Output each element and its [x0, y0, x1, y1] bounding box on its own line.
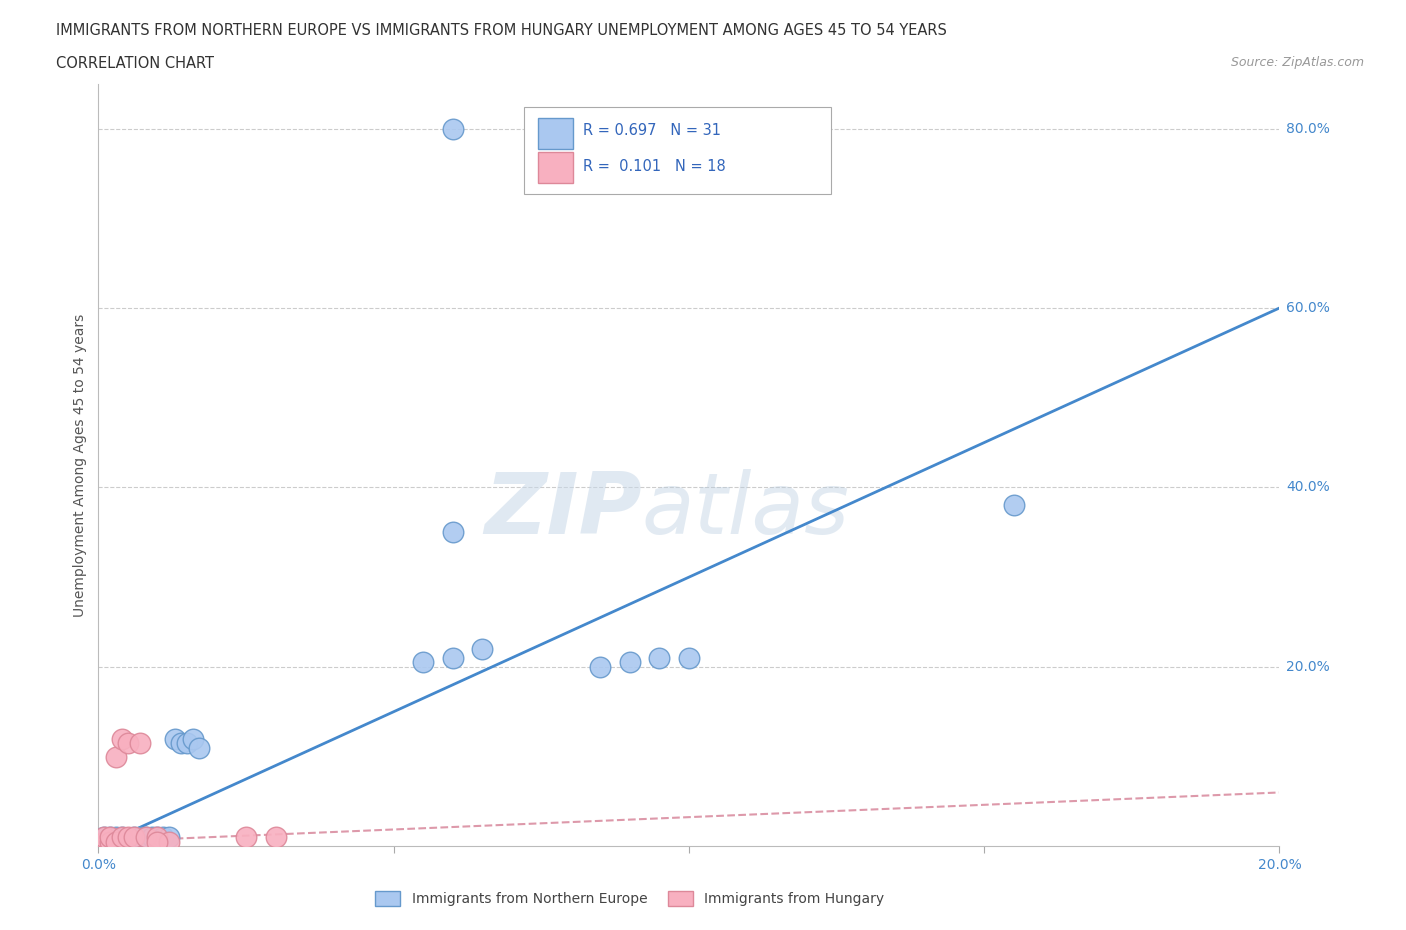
Point — [93, 830, 115, 844]
Point — [98, 830, 121, 844]
Text: IMMIGRANTS FROM NORTHERN EUROPE VS IMMIGRANTS FROM HUNGARY UNEMPLOYMENT AMONG AG: IMMIGRANTS FROM NORTHERN EUROPE VS IMMIG… — [56, 23, 948, 38]
Y-axis label: Unemployment Among Ages 45 to 54 years: Unemployment Among Ages 45 to 54 years — [73, 313, 87, 617]
Point — [170, 736, 193, 751]
Text: CORRELATION CHART: CORRELATION CHART — [56, 56, 214, 71]
Point — [117, 834, 139, 849]
Text: ZIP: ZIP — [484, 470, 641, 552]
Point — [648, 650, 671, 665]
Point — [105, 830, 128, 844]
Point — [441, 121, 464, 136]
Text: R = 0.697   N = 31: R = 0.697 N = 31 — [582, 124, 721, 139]
Point — [135, 830, 157, 844]
Point — [128, 736, 150, 751]
Point — [122, 830, 145, 844]
Point — [176, 736, 198, 751]
Point — [157, 830, 180, 844]
Point — [111, 834, 134, 849]
Point — [98, 830, 121, 844]
Point — [264, 830, 287, 844]
Point — [619, 655, 641, 670]
Point — [117, 736, 139, 751]
Point — [105, 750, 128, 764]
Point — [441, 525, 464, 539]
Point — [111, 830, 134, 844]
Text: Source: ZipAtlas.com: Source: ZipAtlas.com — [1230, 56, 1364, 69]
Point — [412, 655, 434, 670]
Point — [105, 834, 128, 849]
Point — [678, 650, 700, 665]
Point — [152, 830, 174, 844]
Point — [141, 830, 163, 844]
Point — [117, 830, 139, 844]
Point — [105, 834, 128, 849]
Point — [128, 830, 150, 844]
Point — [93, 834, 115, 849]
Point — [165, 731, 187, 746]
Point — [441, 650, 464, 665]
Point — [111, 731, 134, 746]
Bar — [537, 118, 574, 149]
Point — [181, 731, 204, 746]
Point — [146, 834, 169, 849]
Point — [146, 830, 169, 844]
Text: 60.0%: 60.0% — [1286, 301, 1330, 315]
Point — [471, 642, 494, 657]
Point — [146, 830, 169, 844]
Text: 40.0%: 40.0% — [1286, 481, 1330, 495]
Bar — [537, 153, 574, 183]
Point — [93, 834, 115, 849]
Point — [135, 830, 157, 844]
Text: 80.0%: 80.0% — [1286, 122, 1330, 136]
Point — [122, 830, 145, 844]
Bar — [523, 107, 831, 194]
Point — [187, 740, 209, 755]
Point — [98, 834, 121, 849]
Point — [589, 659, 612, 674]
Text: atlas: atlas — [641, 470, 849, 552]
Text: 20.0%: 20.0% — [1286, 660, 1330, 674]
Text: R =  0.101   N = 18: R = 0.101 N = 18 — [582, 158, 725, 174]
Point — [98, 834, 121, 849]
Point — [235, 830, 257, 844]
Point — [1002, 498, 1025, 512]
Point — [157, 834, 180, 849]
Point — [93, 830, 115, 844]
Point — [111, 830, 134, 844]
Legend: Immigrants from Northern Europe, Immigrants from Hungary: Immigrants from Northern Europe, Immigra… — [370, 886, 890, 911]
